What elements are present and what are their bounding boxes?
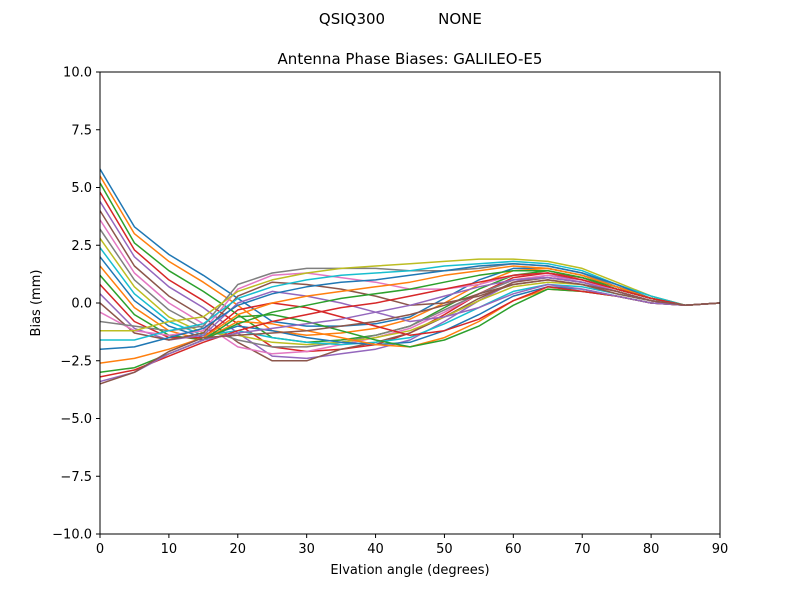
- x-tick-label: 50: [436, 542, 453, 557]
- y-tick-label: −10.0: [52, 528, 92, 543]
- y-tick-label: 7.5: [71, 123, 92, 138]
- y-tick-label: 5.0: [71, 181, 92, 196]
- chart-title: Antenna Phase Biases: GALILEO-E5: [278, 50, 543, 68]
- y-tick-label: −7.5: [60, 470, 92, 485]
- x-axis-label: Elvation angle (degrees): [330, 563, 489, 578]
- y-tick-label: −2.5: [60, 354, 92, 369]
- plot-area-frame: [99, 71, 721, 535]
- x-tick-label: 0: [96, 542, 104, 557]
- x-tick-label: 80: [643, 542, 660, 557]
- y-tick-label: 2.5: [71, 239, 92, 254]
- x-axis-ticks: 0 10 20 30 40 50 60 70 80 90: [96, 534, 728, 557]
- y-tick-label: 0.0: [71, 297, 92, 312]
- x-tick-label: 70: [574, 542, 591, 557]
- suptitle-station: QSIQ300: [319, 10, 385, 28]
- x-tick-label: 30: [298, 542, 315, 557]
- series-line: [100, 258, 720, 332]
- y-tick-label: 10.0: [63, 66, 92, 81]
- y-axis-label: Bias (mm): [29, 270, 44, 337]
- y-axis-ticks: −10.0 −7.5 −5.0 −2.5 0.0 2.5 5.0 7.5 10.0: [52, 66, 100, 543]
- x-tick-label: 90: [712, 542, 729, 557]
- series-line: [100, 279, 720, 385]
- series-line: [100, 262, 720, 332]
- series-line: [100, 276, 720, 383]
- series-line: [100, 272, 720, 378]
- series-line: [100, 283, 720, 341]
- series-lines-group: [100, 168, 720, 385]
- x-tick-label: 10: [161, 542, 178, 557]
- x-tick-label: 40: [367, 542, 384, 557]
- x-tick-label: 60: [505, 542, 522, 557]
- suptitle-radome: NONE: [438, 10, 482, 28]
- series-line: [100, 262, 720, 350]
- y-tick-label: −5.0: [60, 412, 92, 427]
- series-line: [100, 168, 720, 327]
- x-tick-label: 20: [230, 542, 247, 557]
